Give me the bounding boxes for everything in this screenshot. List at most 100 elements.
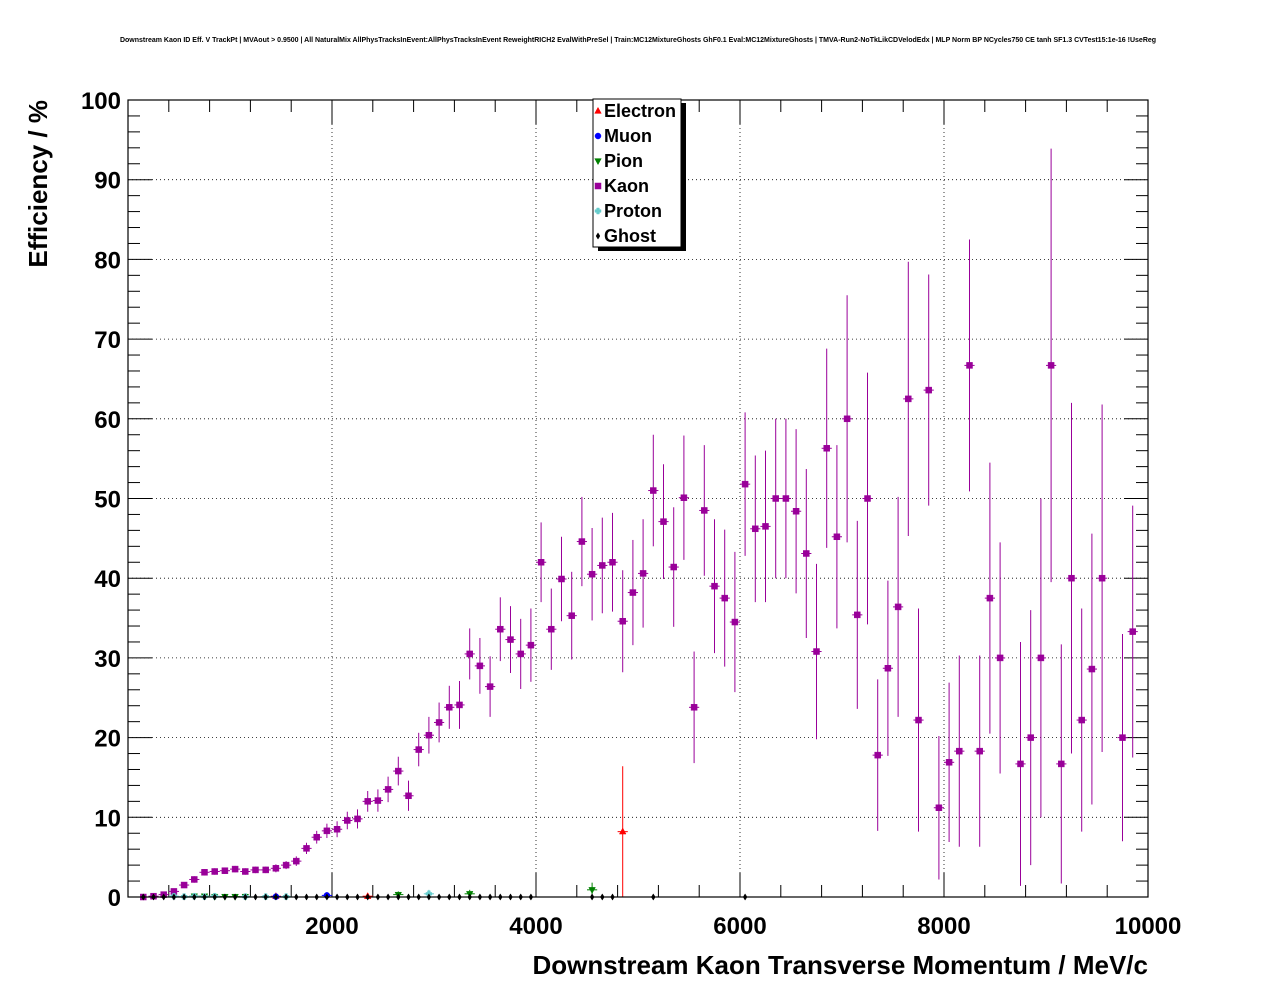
- point-marker: [323, 827, 331, 835]
- point-marker: [486, 683, 494, 690]
- data-point-kaon: [342, 811, 353, 830]
- x-tick-label: 2000: [305, 913, 358, 940]
- y-tick-label: 30: [94, 646, 121, 673]
- data-point-kaon: [740, 412, 751, 556]
- point-marker: [466, 650, 473, 658]
- point-marker: [313, 833, 320, 841]
- data-point-kaon: [291, 856, 302, 866]
- data-point-kaon: [515, 618, 526, 689]
- data-point-kaon: [801, 469, 812, 638]
- data-point-kaon: [1066, 402, 1077, 754]
- data-point-kaon: [301, 842, 312, 854]
- data-point-kaon: [770, 418, 781, 579]
- legend-marker: [594, 106, 602, 114]
- point-marker: [456, 701, 463, 709]
- point-marker: [986, 594, 994, 602]
- point-marker: [1078, 716, 1085, 724]
- legend-entry-muon: Muon: [594, 126, 652, 146]
- data-point-kaon: [913, 608, 924, 832]
- data-point-kaon: [485, 656, 496, 717]
- data-point-kaon: [1076, 608, 1087, 832]
- point-marker: [976, 747, 983, 755]
- data-point-kaon: [403, 780, 414, 811]
- data-point-kaon: [607, 512, 618, 612]
- data-point-kaon: [1097, 404, 1108, 752]
- point-marker: [792, 508, 800, 515]
- plot-title: Downstream Kaon ID Eff. V TrackPt | MVAo…: [120, 37, 1156, 44]
- data-point-kaon: [964, 239, 975, 492]
- point-marker: [833, 533, 841, 541]
- point-marker: [660, 518, 667, 525]
- point-marker: [1047, 362, 1055, 369]
- point-marker: [752, 525, 759, 533]
- point-marker: [537, 559, 545, 566]
- point-marker: [476, 662, 484, 670]
- data-point-kaon: [352, 809, 363, 829]
- data-point-kaon: [893, 496, 904, 717]
- data-point-kaon: [383, 776, 394, 803]
- data-point-kaon: [576, 496, 587, 587]
- data-point-kaon: [709, 519, 720, 654]
- data-point-kaon: [270, 864, 281, 873]
- data-point-kaon: [689, 651, 700, 764]
- point-marker: [344, 817, 351, 824]
- point-marker: [435, 719, 443, 726]
- data-point-kaon: [791, 429, 802, 594]
- point-marker: [629, 589, 637, 596]
- legend-entry-kaon: Kaon: [594, 176, 649, 196]
- point-marker: [680, 494, 688, 501]
- data-point-kaon: [464, 628, 475, 680]
- data-point-kaon: [638, 519, 649, 628]
- point-marker: [925, 386, 932, 394]
- point-marker: [1119, 734, 1126, 741]
- y-tick-label: 70: [94, 327, 121, 354]
- point-marker: [619, 617, 626, 625]
- point-marker: [772, 495, 779, 502]
- point-marker: [609, 559, 616, 566]
- data-point-kaon: [1046, 148, 1057, 583]
- point-marker: [1088, 665, 1096, 673]
- point-marker: [731, 618, 739, 626]
- legend-label: Kaon: [604, 176, 649, 196]
- legend-box: [592, 98, 682, 248]
- data-point-kaon: [546, 588, 557, 670]
- data-point-kaon: [505, 606, 516, 674]
- point-marker: [303, 845, 310, 852]
- data-point-kaon: [321, 823, 332, 839]
- point-marker: [517, 650, 524, 658]
- axis-ticks: [127, 99, 1149, 898]
- point-marker: [618, 827, 627, 835]
- point-marker: [211, 868, 218, 875]
- data-point-kaon: [831, 445, 842, 629]
- point-marker: [905, 395, 912, 403]
- y-tick-label: 80: [94, 247, 121, 274]
- data-point-kaon: [199, 869, 210, 876]
- point-marker: [415, 746, 422, 753]
- legend-entry-pion: Pion: [594, 151, 643, 171]
- data-point-kaon: [209, 868, 220, 875]
- point-marker: [374, 797, 382, 804]
- data-point-kaon: [474, 637, 485, 694]
- point-marker: [599, 562, 606, 569]
- point-marker: [293, 857, 300, 865]
- point-marker: [395, 767, 402, 775]
- point-marker: [854, 611, 861, 619]
- data-point-kaon: [617, 570, 628, 673]
- data-point-kaon: [219, 867, 230, 874]
- point-marker: [894, 603, 902, 611]
- point-marker: [252, 866, 259, 874]
- point-marker: [823, 445, 830, 452]
- data-point-kaon: [821, 348, 832, 548]
- legend-entry-proton: Proton: [594, 201, 662, 221]
- y-tick-labels: 0 10 20 30 40 50 60 70 80 90 100: [81, 88, 121, 912]
- point-marker: [527, 641, 535, 649]
- y-tick-label: 50: [94, 487, 121, 514]
- data-point-kaon: [179, 881, 190, 889]
- data-point-kaon: [311, 830, 322, 844]
- point-marker: [1027, 734, 1034, 741]
- legend-marker: [594, 158, 602, 166]
- y-tick-label: 10: [94, 805, 121, 832]
- data-point-kaon: [362, 790, 373, 812]
- data-point-kaon: [995, 542, 1006, 774]
